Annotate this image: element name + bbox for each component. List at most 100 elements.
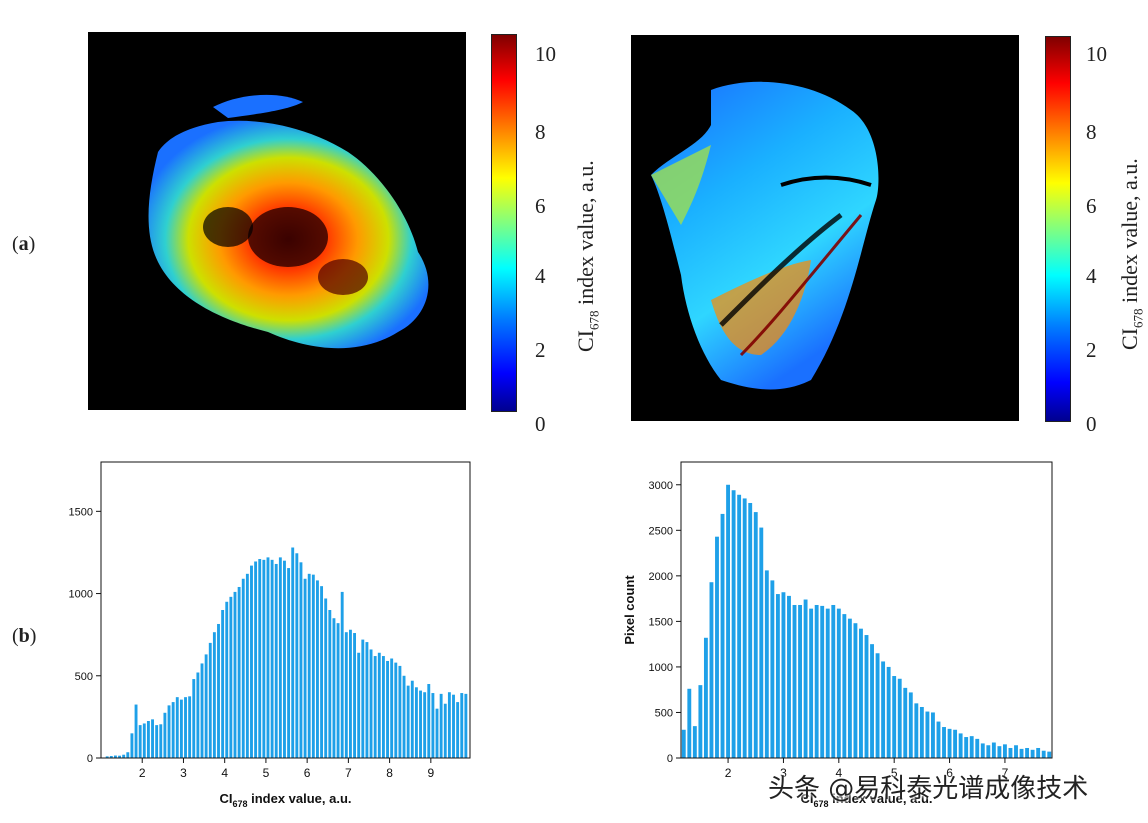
bar-0 <box>105 756 109 758</box>
colorbar-right <box>1045 36 1071 422</box>
bar-31 <box>853 623 858 758</box>
bar-3 <box>118 755 121 758</box>
bar-5 <box>709 582 714 758</box>
bar-32 <box>237 586 241 758</box>
bar-48 <box>947 728 952 758</box>
bar-57 <box>340 591 344 758</box>
bar-53 <box>975 738 980 758</box>
bar-79 <box>431 693 435 758</box>
bar-50 <box>311 574 315 758</box>
bar-71 <box>398 665 402 758</box>
bar-76 <box>419 690 422 758</box>
bar-22 <box>196 672 200 758</box>
bar-8 <box>726 484 731 758</box>
colorbar-right-tick-4: 4 <box>1086 264 1097 288</box>
histogram-right: 2 3 4 5 6 7 0 500 1000 1500 2000 2500 3000 CI678 inde… <box>622 461 1053 809</box>
bar-70 <box>394 662 398 758</box>
bar-36 <box>254 561 258 758</box>
bar-69 <box>390 658 394 758</box>
bar-61 <box>1019 748 1024 758</box>
y-tick-label: 3000 <box>649 480 673 492</box>
bar-50 <box>958 733 963 758</box>
bar-64 <box>369 649 373 758</box>
bar-20 <box>188 696 192 758</box>
bar-55 <box>986 745 991 758</box>
bar-86 <box>460 693 464 758</box>
bar-13 <box>753 512 758 758</box>
bar-7 <box>720 513 725 758</box>
y-tick-label: 1500 <box>649 616 673 628</box>
bar-24 <box>814 604 819 758</box>
bar-38 <box>262 559 266 758</box>
bar-15 <box>764 570 769 758</box>
bar-62 <box>361 639 365 758</box>
bar-84 <box>452 694 455 758</box>
bar-49 <box>307 573 311 758</box>
colorbar-left-tick-4: 4 <box>535 264 546 288</box>
bar-74 <box>410 680 414 758</box>
bar-19 <box>787 595 791 758</box>
x-tick-label: 7 <box>345 766 352 780</box>
y-tick-label: 0 <box>87 753 93 765</box>
colorbar-right-tick-10: 10 <box>1086 42 1107 66</box>
bar-43 <box>283 560 286 758</box>
x-tick-label: 3 <box>180 766 187 780</box>
bar-9 <box>731 490 736 758</box>
bar-39 <box>897 678 902 758</box>
colorbar-left-tick-8: 8 <box>535 120 546 144</box>
bar-35 <box>875 653 880 758</box>
x-axis-label: CI678 index value, a.u. <box>219 791 351 809</box>
bar-40 <box>270 559 274 758</box>
bar-46 <box>295 553 299 758</box>
y-tick-label: 0 <box>667 753 673 765</box>
bar-43 <box>919 706 924 758</box>
plot-frame <box>680 461 1053 759</box>
bar-47 <box>299 562 303 758</box>
bar-20 <box>792 604 797 758</box>
colorbar-right-tick-6: 6 <box>1086 194 1097 218</box>
bar-25 <box>820 605 825 758</box>
watermark-text: 头条 @易科泰光谱成像技术 <box>768 774 1089 804</box>
bar-39 <box>266 557 270 758</box>
x-tick-label: 9 <box>427 766 434 780</box>
bar-23 <box>809 608 814 758</box>
histogram-left: 2 3 4 5 6 7 8 9 0 500 1000 1500 CI678 index value, a… <box>69 461 471 809</box>
bar-25 <box>208 642 212 758</box>
bar-30 <box>229 596 233 758</box>
bar-32 <box>859 628 863 758</box>
y-tick-label: 1500 <box>69 506 93 518</box>
bar-56 <box>336 623 340 758</box>
y-tick-label: 2000 <box>649 571 673 583</box>
bar-63 <box>365 642 369 758</box>
bar-33 <box>241 578 245 758</box>
colorbar-left-tick-0: 0 <box>535 412 546 436</box>
colorbar-left <box>491 34 517 412</box>
bar-18 <box>781 592 786 758</box>
bar-34 <box>870 644 874 758</box>
heatmap-right-drawing <box>651 81 879 390</box>
bar-58 <box>344 632 348 758</box>
colorbar-right-tick-8: 8 <box>1086 120 1097 144</box>
x-tick-label: 4 <box>221 766 228 780</box>
y-tick-label: 1000 <box>649 662 673 674</box>
bar-57 <box>997 746 1002 758</box>
y-tick-label: 1000 <box>69 589 93 601</box>
colorbar-left-label: CI678 index value, a.u. <box>573 160 602 352</box>
bar-0 <box>681 729 686 758</box>
bar-44 <box>925 711 930 758</box>
bar-54 <box>328 610 332 758</box>
bar-36 <box>881 661 886 758</box>
colorbar-right-tick-2: 2 <box>1086 338 1097 362</box>
bar-85 <box>456 702 460 758</box>
x-tick-label: 2 <box>725 766 732 780</box>
bar-22 <box>803 599 808 758</box>
bar-21 <box>192 679 196 758</box>
bar-9 <box>142 723 146 758</box>
bar-17 <box>775 594 780 758</box>
bar-12 <box>155 725 159 758</box>
x-axis-label: CI678 index value, a.u. <box>800 791 932 809</box>
bar-28 <box>221 610 225 758</box>
bar-6 <box>715 536 719 758</box>
bar-45 <box>291 547 295 758</box>
x-tick-label: 5 <box>263 766 270 780</box>
